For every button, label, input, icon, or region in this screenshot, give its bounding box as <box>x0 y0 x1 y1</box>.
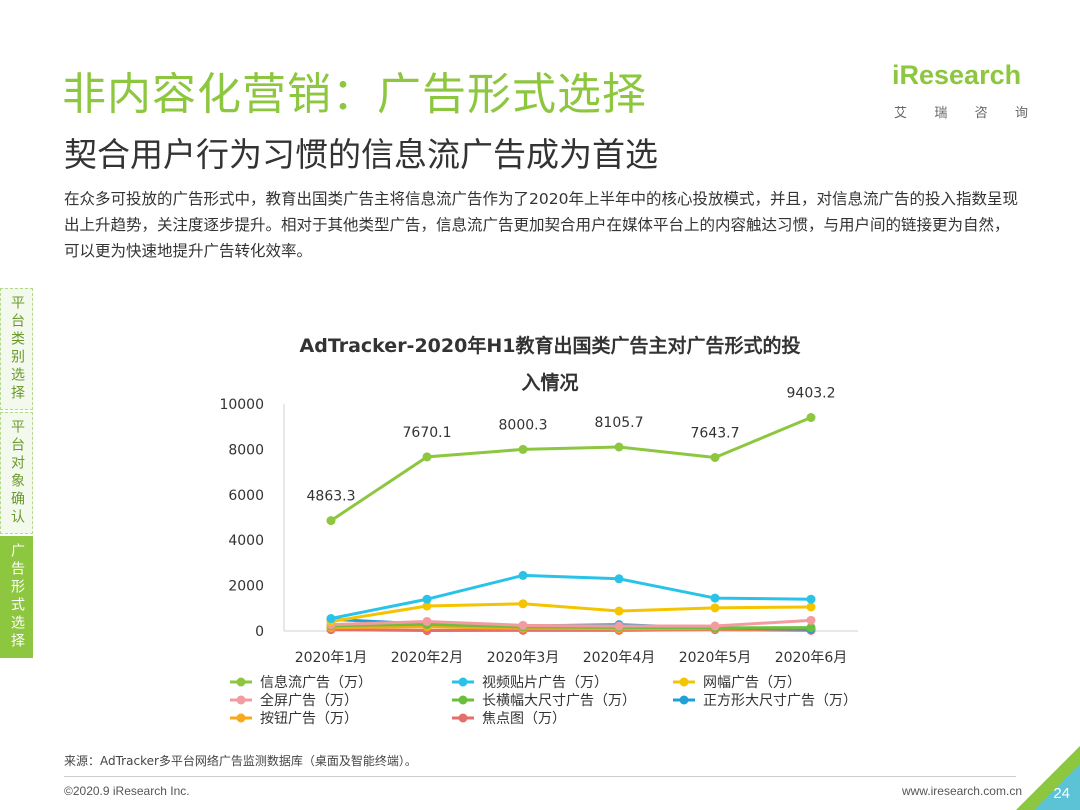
logo-char: 询 <box>1014 106 1028 121</box>
legend-swatch-marker <box>679 695 689 705</box>
series-line <box>330 416 812 522</box>
page-corner-decoration <box>1016 746 1080 810</box>
page-subtitle: 契合用户行为习惯的信息流广告成为首选 <box>64 135 658 174</box>
legend-swatch-marker <box>236 677 246 687</box>
x-tick-label: 2020年2月 <box>391 650 464 666</box>
x-tick-label: 2020年5月 <box>679 650 752 666</box>
y-tick-label: 6000 <box>228 488 264 504</box>
data-label: 7643.7 <box>691 425 740 441</box>
series-line <box>330 618 812 628</box>
legend-label: 长横幅大尺寸广告（万） <box>482 693 636 709</box>
data-point <box>710 621 720 631</box>
data-point <box>422 616 432 626</box>
legend-label: 视频贴片广告（万） <box>482 675 608 691</box>
iresearch-logo: iResearch 艾 瑞 咨 询 <box>892 58 1032 122</box>
legend-label: 按钮广告（万） <box>260 711 358 727</box>
chart-title-line1: AdTracker-2020年H1教育出国类广告主对广告形式的投 <box>300 334 801 357</box>
x-tick-label: 2020年4月 <box>583 650 656 666</box>
data-point <box>518 620 528 630</box>
data-point <box>806 594 816 604</box>
y-tick-label: 10000 <box>219 397 264 413</box>
legend-label: 焦点图（万） <box>482 711 566 727</box>
y-tick-label: 0 <box>255 624 264 640</box>
data-label: 9403.2 <box>787 386 836 402</box>
legend-swatch-marker <box>236 695 246 705</box>
intro-paragraph: 在众多可投放的广告形式中，教育出国类广告主将信息流广告作为了2020年上半年中的… <box>64 190 1018 260</box>
logo-char: 艾 <box>894 106 908 121</box>
legend-swatch-marker <box>458 713 468 723</box>
legend-label: 网幅广告（万） <box>703 675 801 691</box>
legend-label: 正方形大尺寸广告（万） <box>703 693 857 709</box>
data-point <box>422 601 432 611</box>
data-point <box>710 593 720 603</box>
data-point <box>806 413 816 423</box>
data-point <box>518 570 528 580</box>
data-point <box>422 452 432 462</box>
legend-label: 全屏广告（万） <box>260 692 358 709</box>
data-point <box>326 614 336 624</box>
legend-swatch-marker <box>458 677 468 687</box>
legend-swatch-marker <box>679 677 689 687</box>
copyright: ©2020.9 iResearch Inc. <box>64 784 190 798</box>
legend-swatch-marker <box>236 713 246 723</box>
series-line <box>330 573 812 620</box>
logo-brand: iResearch <box>892 60 1022 90</box>
data-point <box>518 444 528 454</box>
y-tick-label: 2000 <box>228 579 264 595</box>
side-nav-item-ad-format[interactable]: 广告形式选择 <box>0 536 33 658</box>
logo-char: 瑞 <box>934 106 948 121</box>
side-nav: 平台类别选择 平台对象确认 广告形式选择 <box>0 288 33 660</box>
data-point <box>518 599 528 609</box>
logo-subtitle: 艾 瑞 咨 询 <box>894 102 1028 121</box>
logo-char: 咨 <box>974 106 988 121</box>
data-point <box>614 621 624 631</box>
data-label: 8000.3 <box>499 417 548 433</box>
legend-label: 信息流广告（万） <box>260 674 372 691</box>
data-point <box>614 442 624 452</box>
x-tick-label: 2020年6月 <box>775 650 848 666</box>
series-line <box>330 602 812 623</box>
website-link[interactable]: www.iresearch.com.cn <box>901 784 1022 798</box>
footer-divider <box>64 776 1016 777</box>
data-point <box>422 594 432 604</box>
data-label: 4863.3 <box>307 489 356 505</box>
source-note: 来源：AdTracker多平台网络广告监测数据库（桌面及智能终端）。 <box>64 754 417 768</box>
data-point <box>806 615 816 625</box>
side-nav-item-platform-category[interactable]: 平台类别选择 <box>0 288 33 410</box>
y-tick-label: 4000 <box>228 533 264 549</box>
legend-swatch-marker <box>458 695 468 705</box>
y-tick-label: 8000 <box>228 442 264 458</box>
x-tick-label: 2020年3月 <box>487 650 560 666</box>
page-number: 24 <box>1053 785 1070 802</box>
data-point <box>614 574 624 584</box>
data-point <box>710 452 720 462</box>
side-nav-item-platform-object[interactable]: 平台对象确认 <box>0 412 33 534</box>
x-tick-label: 2020年1月 <box>295 650 368 666</box>
data-label: 8105.7 <box>595 415 644 431</box>
data-label: 7670.1 <box>403 425 452 441</box>
page-title: 非内容化营销：广告形式选择 <box>62 69 647 120</box>
data-point <box>806 602 816 612</box>
chart-title-line2: 入情况 <box>521 371 578 394</box>
data-point <box>710 603 720 613</box>
data-point <box>806 623 816 633</box>
data-point <box>326 516 336 526</box>
data-point <box>614 606 624 616</box>
